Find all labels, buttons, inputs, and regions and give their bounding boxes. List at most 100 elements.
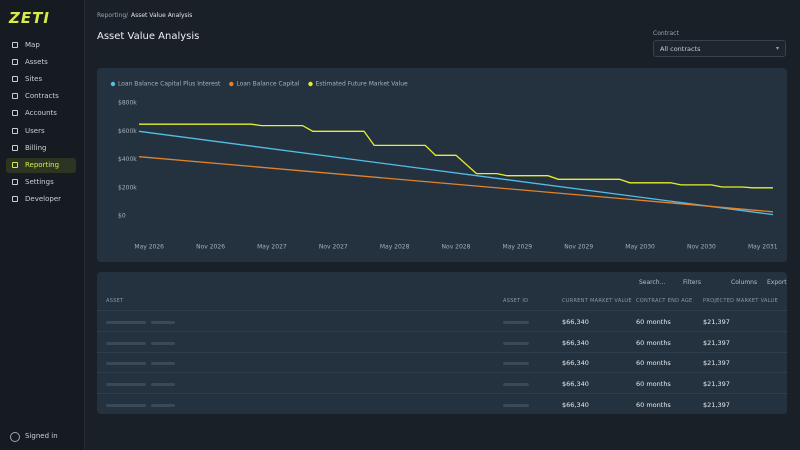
nav-item[interactable]: Users bbox=[6, 124, 76, 139]
cell: 60 months bbox=[636, 380, 671, 389]
x-tick-label: Nov 2027 bbox=[319, 244, 348, 251]
chart: $0 $200k $400k $600k $800k May 2026 Nov 2026 Ma… bbox=[110, 81, 778, 251]
nav-icon bbox=[12, 178, 18, 185]
nav-icon bbox=[12, 161, 18, 168]
cell: $21,397 bbox=[703, 400, 730, 409]
toolbar-button[interactable]: Search... bbox=[639, 279, 666, 286]
x-tick-label: Nov 2026 bbox=[196, 244, 225, 251]
column-header[interactable]: PROJECTED MARKET VALUE bbox=[703, 298, 778, 304]
toolbar-button[interactable]: Export bbox=[767, 279, 787, 286]
skeleton bbox=[503, 341, 529, 345]
user-icon bbox=[10, 432, 20, 442]
chart-card: $0 $200k $400k $600k $800k May 2026 Nov 2026 Ma… bbox=[97, 68, 787, 262]
legend-label: Estimated Future Market Value bbox=[316, 81, 409, 88]
breadcrumb-current: Asset Value Analysis bbox=[131, 12, 193, 19]
nav-icon bbox=[12, 144, 18, 151]
y-tick-label: $0 bbox=[118, 213, 126, 220]
x-tick-label: Nov 2030 bbox=[687, 244, 716, 251]
toolbar-button[interactable]: Columns bbox=[731, 279, 758, 286]
row-divider bbox=[97, 393, 787, 395]
nav-item[interactable]: Map bbox=[6, 38, 76, 53]
header-divider bbox=[97, 310, 787, 311]
signed-in[interactable]: Signed in bbox=[25, 432, 58, 440]
x-tick-label: May 2026 bbox=[134, 244, 164, 251]
column-header[interactable]: ASSET ID bbox=[503, 298, 529, 304]
filter-label: Contract bbox=[653, 30, 679, 37]
skeleton bbox=[151, 321, 175, 324]
toolbar-button[interactable]: Filters bbox=[683, 279, 701, 286]
nav-item[interactable]: Sites bbox=[6, 72, 76, 87]
nav-icon bbox=[12, 76, 18, 83]
column-header[interactable]: CONTRACT END AGE bbox=[636, 298, 693, 304]
y-tick-label: $800k bbox=[118, 100, 137, 107]
skeleton bbox=[503, 403, 529, 407]
row-divider bbox=[97, 372, 787, 374]
skeleton bbox=[106, 341, 146, 345]
skeleton bbox=[503, 321, 529, 324]
nav-item[interactable]: Billing bbox=[6, 141, 76, 156]
nav-item[interactable]: Developer bbox=[6, 192, 76, 207]
cell: $21,397 bbox=[703, 338, 730, 347]
y-tick-label: $200k bbox=[118, 184, 137, 191]
x-tick-label: May 2027 bbox=[257, 244, 287, 251]
nav-icon bbox=[12, 195, 18, 202]
column-header[interactable]: CURRENT MARKET VALUE bbox=[562, 298, 632, 304]
cell: 60 months bbox=[636, 400, 671, 409]
cell: $66,340 bbox=[562, 380, 589, 389]
nav-icon bbox=[12, 110, 18, 117]
cell: $21,397 bbox=[703, 380, 730, 389]
page-title: Asset Value Analysis bbox=[97, 31, 200, 42]
nav-icon bbox=[12, 42, 18, 48]
nav-icon bbox=[12, 93, 18, 100]
row-divider bbox=[97, 331, 787, 332]
nav-icon bbox=[12, 59, 18, 66]
series-line bbox=[138, 156, 774, 213]
skeleton bbox=[151, 403, 175, 407]
cell: 60 months bbox=[636, 338, 671, 347]
cell: $21,397 bbox=[703, 359, 730, 368]
contract-select[interactable]: All contracts ▾ bbox=[653, 40, 786, 57]
row-divider bbox=[97, 351, 787, 353]
nav-item[interactable]: Reporting bbox=[6, 157, 76, 173]
x-tick-label: Nov 2028 bbox=[442, 244, 471, 251]
skeleton bbox=[106, 383, 146, 387]
cell: 60 months bbox=[636, 318, 671, 326]
x-tick-label: May 2029 bbox=[503, 244, 533, 251]
cell: $66,340 bbox=[562, 338, 589, 347]
x-tick-label: May 2028 bbox=[380, 244, 410, 251]
breadcrumb-root[interactable]: Reporting bbox=[97, 12, 127, 19]
cell: $66,340 bbox=[562, 400, 589, 409]
logo: ZETI bbox=[9, 9, 50, 27]
select-value: All contracts bbox=[660, 45, 701, 53]
legend-swatch bbox=[110, 81, 116, 87]
cell: $66,340 bbox=[562, 359, 589, 368]
skeleton bbox=[503, 383, 529, 387]
skeleton bbox=[151, 383, 175, 387]
x-tick-label: May 2031 bbox=[748, 244, 778, 251]
x-tick-label: Nov 2029 bbox=[564, 244, 593, 251]
nav-item[interactable]: Assets bbox=[6, 55, 76, 70]
column-header[interactable]: ASSET bbox=[106, 298, 124, 304]
nav-icon bbox=[12, 127, 18, 134]
cell: 60 months bbox=[636, 359, 671, 368]
nav-item[interactable]: Settings bbox=[6, 175, 76, 190]
legend-swatch bbox=[229, 81, 234, 87]
nav-item[interactable]: Contracts bbox=[6, 89, 76, 104]
skeleton bbox=[106, 362, 146, 366]
x-tick-label: May 2030 bbox=[625, 244, 655, 251]
y-tick-label: $600k bbox=[118, 128, 137, 135]
legend-label: Loan Balance Capital Plus Interest bbox=[118, 81, 221, 88]
cell: $66,340 bbox=[562, 318, 589, 326]
nav-item[interactable]: Accounts bbox=[6, 106, 76, 121]
skeleton bbox=[106, 403, 146, 407]
series-line bbox=[139, 123, 773, 189]
series-line bbox=[138, 130, 774, 216]
y-tick-label: $400k bbox=[118, 156, 137, 163]
cell: $21,397 bbox=[703, 318, 730, 326]
legend-swatch bbox=[308, 81, 313, 87]
skeleton bbox=[106, 321, 146, 324]
skeleton bbox=[151, 341, 175, 345]
table-card: Search... Filters Columns Export ASSET ASSET … bbox=[97, 272, 787, 414]
sidebar: ZETI Signed in Map Assets Sites Contracts Ac… bbox=[0, 0, 85, 450]
